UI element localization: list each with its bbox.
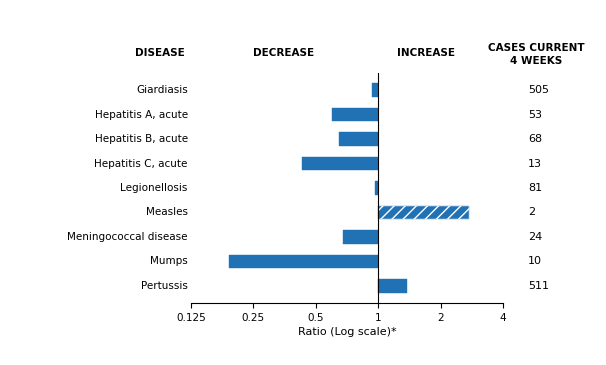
Text: 13: 13 [528,158,542,169]
Bar [332,108,378,121]
Text: Measles: Measles [146,207,188,218]
Text: CASES CURRENT: CASES CURRENT [488,43,585,53]
Bar [378,206,469,219]
Text: Pertussis: Pertussis [141,281,188,291]
Text: Meningococcal disease: Meningococcal disease [67,232,188,242]
Text: 4 WEEKS: 4 WEEKS [510,56,562,66]
X-axis label: Ratio (Log scale)*: Ratio (Log scale)* [298,327,396,337]
Text: 24: 24 [528,232,542,242]
Text: 10: 10 [528,256,542,266]
Text: 53: 53 [528,110,542,120]
Text: 81: 81 [528,183,542,193]
Bar [378,279,407,293]
Bar [228,255,378,268]
Bar [302,157,378,170]
Text: Hepatitis C, acute: Hepatitis C, acute [95,158,188,169]
Text: 2: 2 [528,207,535,218]
Text: 505: 505 [528,85,549,95]
Bar [378,206,469,219]
Text: Mumps: Mumps [150,256,188,266]
Text: INCREASE: INCREASE [397,49,455,58]
Text: Hepatitis B, acute: Hepatitis B, acute [95,134,188,144]
Text: 68: 68 [528,134,542,144]
Text: DISEASE: DISEASE [135,49,185,58]
Text: Hepatitis A, acute: Hepatitis A, acute [95,110,188,120]
Bar [344,230,378,243]
Text: Giardiasis: Giardiasis [136,85,188,95]
Bar [371,83,378,97]
Bar [339,132,378,146]
Text: Legionellosis: Legionellosis [121,183,188,193]
Text: 511: 511 [528,281,549,291]
Text: DECREASE: DECREASE [253,49,314,58]
Bar [375,181,378,195]
